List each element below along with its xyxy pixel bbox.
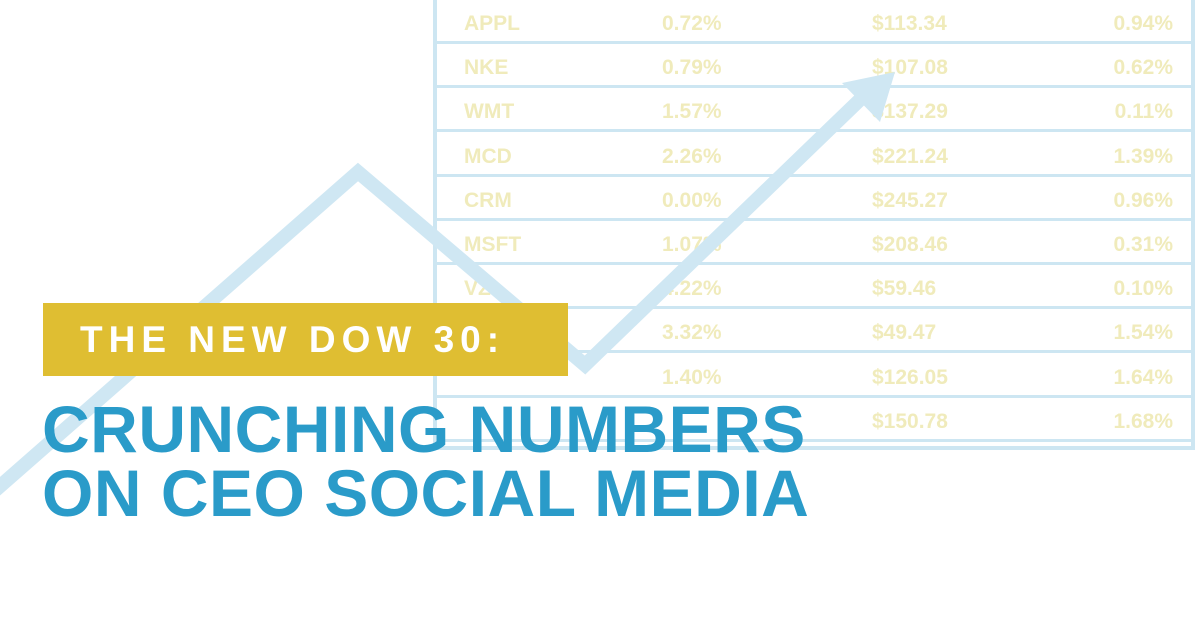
table-row: VZ 4.22% $59.46 0.10%	[437, 265, 1191, 310]
stock-change: 0.94%	[1113, 12, 1173, 35]
table-row: APPL 0.72% $113.34 0.94%	[437, 0, 1191, 44]
table-row: 3.32% $49.47 1.54%	[437, 309, 1191, 354]
stock-percent: 0.00%	[662, 188, 722, 212]
stock-price: $59.46	[872, 277, 937, 301]
stock-price: $113.34	[872, 12, 947, 35]
stock-change: 0.96%	[1113, 188, 1173, 212]
stock-change: 0.62%	[1113, 56, 1173, 80]
stock-percent: 0.72%	[662, 12, 722, 35]
stock-change: 0.11%	[1114, 100, 1173, 124]
stock-symbol: NKE	[464, 56, 509, 80]
stock-symbol: MSFT	[464, 233, 522, 256]
arrow-head-icon	[842, 72, 895, 122]
stock-percent: 2.26%	[662, 144, 722, 168]
subtitle-text: THE NEW DOW 30:	[80, 318, 506, 360]
table-row: $150.78 1.68%	[437, 398, 1191, 442]
stock-price: $150.78	[872, 409, 948, 433]
stock-change: 0.10%	[1113, 277, 1173, 301]
stock-symbol: APPL	[464, 12, 521, 35]
stock-change: 1.54%	[1113, 321, 1173, 345]
stock-change: 1.64%	[1113, 365, 1173, 389]
stock-price: $49.47	[872, 321, 937, 345]
table-row: CRM 0.00% $245.27 0.96%	[437, 177, 1191, 221]
table-row: WMT 1.57% $137.29 0.11%	[437, 88, 1191, 133]
stock-symbol: CRM	[464, 188, 512, 212]
subtitle-banner: THE NEW DOW 30:	[43, 303, 568, 376]
stock-percent: 1.57%	[662, 100, 722, 124]
stock-percent: 0.79%	[662, 56, 722, 80]
stock-change: 1.68%	[1113, 409, 1173, 433]
table-row: MCD 2.26% $221.24 1.39%	[437, 133, 1191, 177]
stock-change: 0.31%	[1113, 233, 1173, 256]
table-row: 1.40% $126.05 1.64%	[437, 354, 1191, 398]
stock-price: $245.27	[872, 188, 948, 212]
stock-change: 1.39%	[1113, 144, 1173, 168]
stock-percent: 3.32%	[662, 321, 722, 345]
stock-price: $126.05	[872, 365, 948, 389]
stock-percent: 1.40%	[662, 365, 722, 389]
stock-symbol: WMT	[464, 100, 515, 124]
headline-line-1: CRUNCHING NUMBERS	[42, 392, 806, 466]
stock-symbol: MCD	[464, 144, 512, 168]
stock-price: $137.29	[872, 100, 948, 124]
stock-price: $221.24	[872, 144, 948, 168]
stock-price: $208.46	[872, 233, 948, 256]
headline-line-2: ON CEO SOCIAL MEDIA	[42, 456, 810, 530]
